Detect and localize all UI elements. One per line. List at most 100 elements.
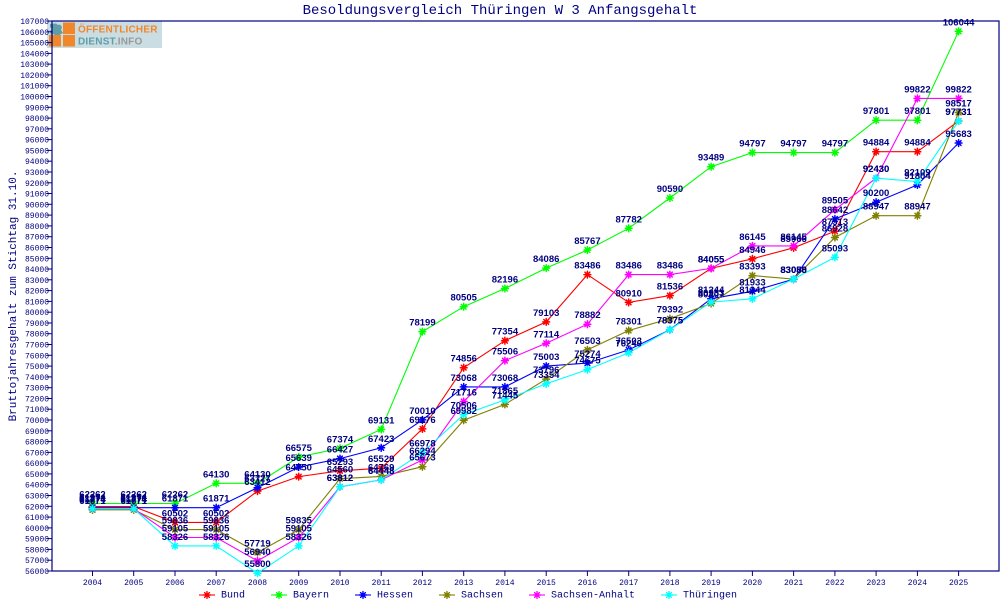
svg-text:2008: 2008 xyxy=(248,579,267,588)
svg-text:94797: 94797 xyxy=(822,139,848,150)
svg-text:84055: 84055 xyxy=(698,254,725,265)
svg-text:95000: 95000 xyxy=(25,147,49,156)
svg-text:79103: 79103 xyxy=(533,308,559,319)
svg-text:69000: 69000 xyxy=(25,428,49,437)
svg-text:72000: 72000 xyxy=(25,396,49,405)
svg-text:83486: 83486 xyxy=(574,261,600,272)
svg-text:100000: 100000 xyxy=(20,94,49,103)
svg-text:94884: 94884 xyxy=(904,138,931,149)
svg-text:70506: 70506 xyxy=(450,401,476,412)
svg-text:82000: 82000 xyxy=(25,288,49,297)
svg-text:60000: 60000 xyxy=(25,525,49,534)
svg-text:61871: 61871 xyxy=(203,494,230,505)
svg-text:88000: 88000 xyxy=(25,223,49,232)
svg-text:94797: 94797 xyxy=(739,139,765,150)
svg-text:2018: 2018 xyxy=(660,579,679,588)
svg-text:80910: 80910 xyxy=(615,288,641,299)
svg-text:99000: 99000 xyxy=(25,104,49,113)
svg-text:71865: 71865 xyxy=(492,386,519,397)
svg-text:64130: 64130 xyxy=(203,469,229,480)
svg-text:78199: 78199 xyxy=(409,318,435,329)
svg-text:97801: 97801 xyxy=(904,106,931,117)
svg-text:76240: 76240 xyxy=(615,339,641,350)
svg-text:84086: 84086 xyxy=(533,254,559,265)
svg-text:98000: 98000 xyxy=(25,115,49,124)
svg-text:92109: 92109 xyxy=(904,168,930,179)
svg-text:62000: 62000 xyxy=(25,503,49,512)
svg-text:104000: 104000 xyxy=(20,50,49,59)
svg-text:65000: 65000 xyxy=(25,471,49,480)
svg-text:74856: 74856 xyxy=(450,354,476,365)
svg-text:106000: 106000 xyxy=(20,29,49,38)
svg-text:73000: 73000 xyxy=(25,385,49,394)
svg-text:63000: 63000 xyxy=(25,493,49,502)
svg-text:65639: 65639 xyxy=(285,453,311,464)
svg-text:73354: 73354 xyxy=(533,370,560,381)
svg-text:89000: 89000 xyxy=(25,212,49,221)
svg-text:85000: 85000 xyxy=(25,255,49,264)
svg-text:78882: 78882 xyxy=(574,310,600,321)
svg-text:80933: 80933 xyxy=(698,288,724,299)
svg-text:2016: 2016 xyxy=(578,579,597,588)
svg-text:77000: 77000 xyxy=(25,342,49,351)
svg-text:68000: 68000 xyxy=(25,439,49,448)
svg-text:74675: 74675 xyxy=(574,356,601,367)
svg-text:85093: 85093 xyxy=(822,243,848,254)
svg-text:101000: 101000 xyxy=(20,83,49,92)
svg-text:2009: 2009 xyxy=(289,579,308,588)
svg-text:71716: 71716 xyxy=(450,388,476,399)
svg-text:79392: 79392 xyxy=(657,305,683,316)
svg-text:2013: 2013 xyxy=(454,579,473,588)
svg-text:2017: 2017 xyxy=(619,579,638,588)
svg-text:2015: 2015 xyxy=(537,579,556,588)
svg-text:81536: 81536 xyxy=(657,282,683,293)
svg-text:85767: 85767 xyxy=(574,236,600,247)
svg-text:70010: 70010 xyxy=(409,406,435,417)
svg-text:58326: 58326 xyxy=(285,532,311,543)
svg-text:2020: 2020 xyxy=(743,579,762,588)
svg-text:2005: 2005 xyxy=(124,579,143,588)
svg-text:91000: 91000 xyxy=(25,191,49,200)
svg-text:61774: 61774 xyxy=(120,495,147,506)
svg-text:92430: 92430 xyxy=(863,164,889,175)
svg-text:73068: 73068 xyxy=(492,373,518,384)
svg-text:96000: 96000 xyxy=(25,137,49,146)
svg-text:106044: 106044 xyxy=(943,17,975,28)
svg-text:73068: 73068 xyxy=(450,373,476,384)
svg-text:86145: 86145 xyxy=(739,232,766,243)
svg-text:83486: 83486 xyxy=(657,261,683,272)
svg-text:83393: 83393 xyxy=(739,262,765,273)
svg-text:81000: 81000 xyxy=(25,298,49,307)
svg-text:97801: 97801 xyxy=(863,106,890,117)
svg-text:76503: 76503 xyxy=(574,336,600,347)
svg-text:78301: 78301 xyxy=(615,317,642,328)
svg-text:75000: 75000 xyxy=(25,363,49,372)
svg-text:89505: 89505 xyxy=(822,196,849,207)
svg-text:87782: 87782 xyxy=(615,214,641,225)
svg-text:90000: 90000 xyxy=(25,201,49,210)
svg-text:56000: 56000 xyxy=(25,568,49,577)
svg-text:56940: 56940 xyxy=(244,547,270,558)
svg-text:93000: 93000 xyxy=(25,169,49,178)
svg-text:94000: 94000 xyxy=(25,158,49,167)
svg-text:2019: 2019 xyxy=(701,579,720,588)
svg-text:102000: 102000 xyxy=(20,72,49,81)
svg-text:75003: 75003 xyxy=(533,352,559,363)
svg-text:83000: 83000 xyxy=(25,277,49,286)
svg-text:63727: 63727 xyxy=(244,474,270,485)
svg-text:80505: 80505 xyxy=(450,293,477,304)
svg-text:94797: 94797 xyxy=(780,139,806,150)
svg-text:94884: 94884 xyxy=(863,138,890,149)
svg-text:97000: 97000 xyxy=(25,126,49,135)
svg-text:107000: 107000 xyxy=(20,18,49,27)
svg-text:2021: 2021 xyxy=(784,579,803,588)
svg-text:84946: 84946 xyxy=(739,245,765,256)
svg-text:66427: 66427 xyxy=(327,445,353,456)
svg-text:2022: 2022 xyxy=(825,579,844,588)
svg-text:86000: 86000 xyxy=(25,245,49,254)
svg-text:57000: 57000 xyxy=(25,557,49,566)
svg-text:2024: 2024 xyxy=(908,579,927,588)
svg-text:77114: 77114 xyxy=(533,329,560,340)
svg-text:61774: 61774 xyxy=(79,495,106,506)
svg-text:79000: 79000 xyxy=(25,320,49,329)
